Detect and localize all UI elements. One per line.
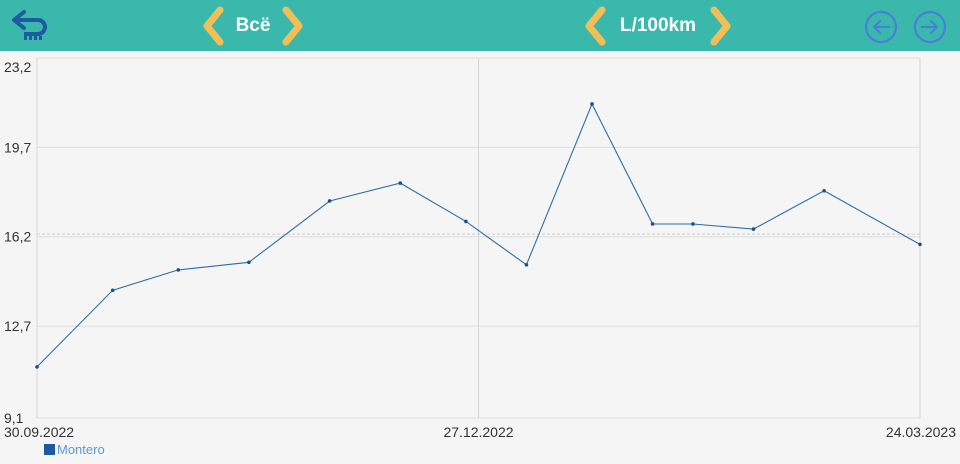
y-tick-label: 9,1	[4, 410, 24, 426]
chevron-left-icon[interactable]	[582, 6, 608, 46]
data-point	[35, 365, 39, 369]
legend-label: Montero	[57, 442, 105, 457]
data-point	[590, 102, 594, 106]
y-tick-label: 12,7	[4, 318, 31, 334]
data-point	[110, 288, 115, 293]
data-point	[247, 260, 251, 265]
back-arrow-icon[interactable]	[10, 8, 50, 44]
series-line	[36, 102, 921, 368]
chevron-left-icon[interactable]	[200, 6, 226, 46]
data-point	[822, 188, 826, 193]
metric-label[interactable]: L/100km	[619, 14, 697, 36]
arrow-left-circle-icon[interactable]	[864, 10, 898, 44]
data-point	[176, 268, 181, 272]
y-tick-label: 16,2	[4, 229, 31, 245]
x-tick-label: 24.03.2023	[886, 424, 956, 440]
y-tick-label: 19,7	[4, 139, 31, 155]
chevron-right-icon[interactable]	[708, 6, 734, 46]
period-label[interactable]: Всё	[235, 14, 271, 36]
data-point	[650, 222, 655, 226]
consumption-chart: 23,2 19,7 16,2 12,7 9,130.09.2022 27.12.2022 2…	[4, 57, 956, 440]
data-point	[524, 263, 529, 267]
toolbar: Всё L/100km	[0, 0, 960, 51]
legend-swatch	[44, 444, 55, 455]
chevron-right-icon[interactable]	[280, 6, 306, 46]
arrow-right-circle-icon[interactable]	[913, 10, 947, 44]
y-tick-label: 23,2	[4, 59, 31, 75]
metric-selector: L/100km	[582, 0, 734, 51]
x-tick-label: 27.12.2022	[443, 424, 513, 440]
data-point	[691, 222, 695, 226]
period-selector: Всё	[200, 0, 306, 51]
data-point	[398, 181, 403, 185]
data-point	[751, 227, 756, 231]
data-point	[464, 219, 468, 224]
chart-legend: Montero	[44, 442, 105, 457]
x-tick-label: 30.09.2022	[4, 424, 74, 440]
data-point	[918, 242, 922, 247]
data-point	[327, 199, 332, 203]
